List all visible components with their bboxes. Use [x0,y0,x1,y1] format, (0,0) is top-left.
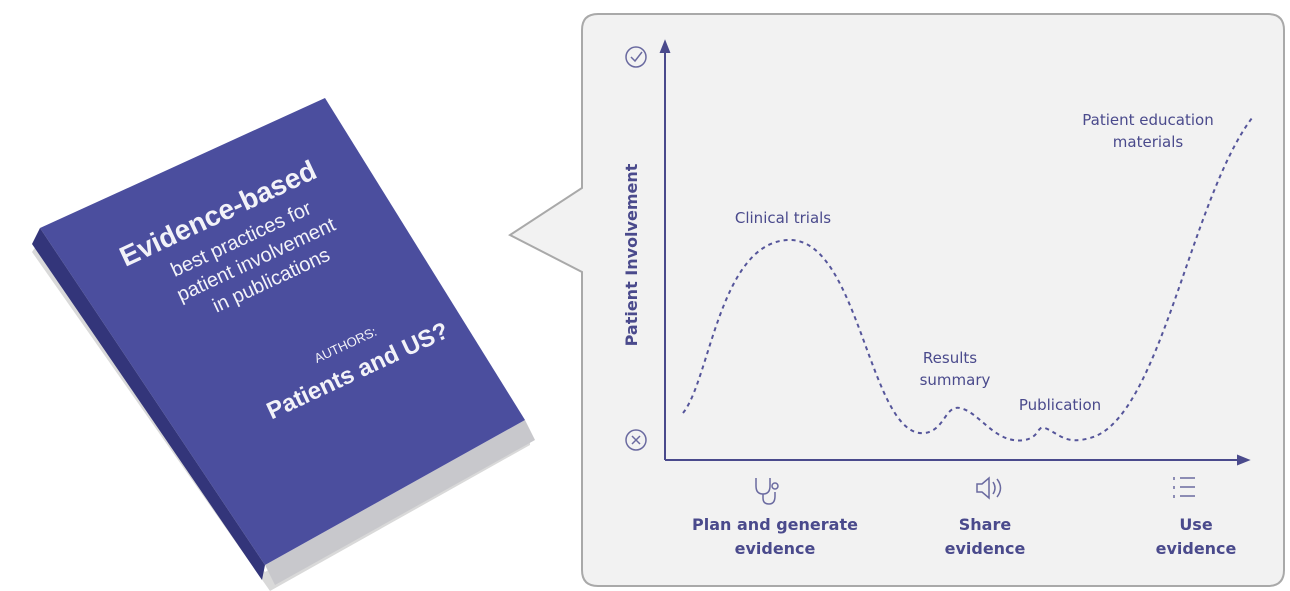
annotation: Clinical trials [735,209,831,227]
stage-label: evidence [1156,539,1237,558]
axes [659,39,1251,466]
y-axis-label: Patient Involvement [622,163,641,346]
stage-label: Plan and generate [692,515,858,534]
annotation: Results [923,349,977,367]
axis-icons [625,46,647,451]
stage-icons [755,476,1195,505]
annotation: Patient education [1082,111,1213,129]
annotation: Publication [1019,396,1101,414]
arrow [1237,454,1251,466]
book-spine [32,228,265,580]
book-cover [40,98,525,565]
callout [508,13,1285,587]
arrow [659,39,671,53]
book-edge [265,420,535,585]
annotation: summary [920,371,991,389]
stage-label: Share [959,515,1012,534]
stage-label: Use [1179,515,1213,534]
annotation: materials [1113,133,1184,151]
stage-label: evidence [735,539,816,558]
stage-label: evidence [945,539,1026,558]
book: Evidence-based best practices for patien… [32,98,535,591]
